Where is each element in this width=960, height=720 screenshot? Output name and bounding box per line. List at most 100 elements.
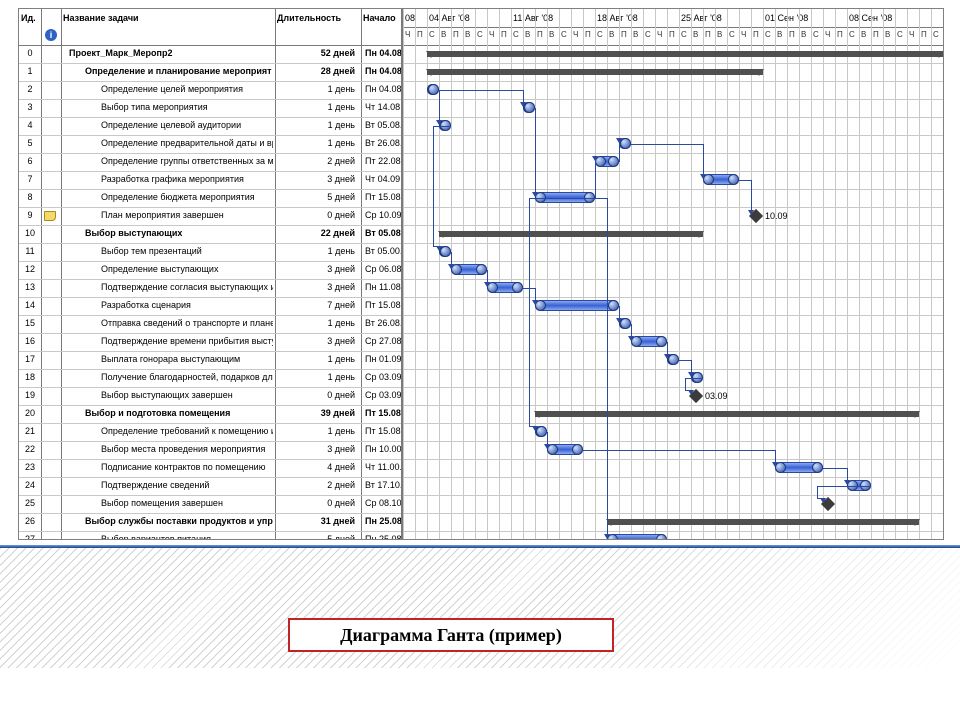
task-duration[interactable]: 1 день — [275, 372, 359, 382]
row-id[interactable]: 19 — [19, 390, 41, 400]
task-name[interactable]: Выбор службы поставки продуктов и управл… — [85, 516, 273, 526]
task-duration[interactable]: 4 дней — [275, 462, 359, 472]
task-duration[interactable]: 1 день — [275, 318, 359, 328]
task-bar[interactable] — [451, 264, 487, 275]
task-name[interactable]: Разработка графика мероприятия — [101, 174, 273, 184]
task-start[interactable]: Ср 08.10.08 — [361, 498, 401, 508]
task-duration[interactable]: 28 дней — [275, 66, 359, 76]
row-id[interactable]: 20 — [19, 408, 41, 418]
row-id[interactable]: 7 — [19, 174, 41, 184]
row-id[interactable]: 24 — [19, 480, 41, 490]
task-name[interactable]: Отправка сведений о транспорте и плане — [101, 318, 273, 328]
row-id[interactable]: 15 — [19, 318, 41, 328]
row-id[interactable]: 12 — [19, 264, 41, 274]
task-duration[interactable]: 1 день — [275, 102, 359, 112]
task-duration[interactable]: 5 дней — [275, 192, 359, 202]
task-duration[interactable]: 1 день — [275, 84, 359, 94]
summary-bar[interactable] — [427, 69, 763, 75]
task-name[interactable]: Определение и планирование мероприят — [85, 66, 273, 76]
task-start[interactable]: Вт 26.08.08 — [361, 318, 401, 328]
task-bar[interactable] — [775, 462, 823, 473]
task-duration[interactable]: 3 дней — [275, 264, 359, 274]
row-id[interactable]: 11 — [19, 246, 41, 256]
summary-bar[interactable] — [427, 51, 943, 57]
task-start[interactable]: Пн 10.00.00 — [361, 444, 401, 454]
row-id[interactable]: 21 — [19, 426, 41, 436]
task-bar[interactable] — [547, 444, 583, 455]
task-name[interactable]: Проект_Марк_Меропр2 — [69, 48, 273, 58]
task-name[interactable]: План мероприятия завершен — [101, 210, 273, 220]
row-id[interactable]: 13 — [19, 282, 41, 292]
task-start[interactable]: Вт 26.08.08 — [361, 138, 401, 148]
timeline-chart[interactable]: 0804 Авг '0811 Авг '0818 Авг '0825 Авг '… — [403, 9, 943, 539]
row-id[interactable]: 2 — [19, 84, 41, 94]
task-duration[interactable]: 1 день — [275, 246, 359, 256]
row-id[interactable]: 6 — [19, 156, 41, 166]
task-start[interactable]: Вт 05.08.08 — [361, 120, 401, 130]
task-duration[interactable]: 2 дней — [275, 480, 359, 490]
task-name[interactable]: Выбор помещения завершен — [101, 498, 273, 508]
task-name[interactable]: Получение благодарностей, подарков для в… — [101, 372, 273, 382]
col-header-id[interactable]: Ид. — [21, 13, 39, 23]
task-start[interactable]: Чт 04.09.08 — [361, 174, 401, 184]
task-duration[interactable]: 1 день — [275, 354, 359, 364]
task-name[interactable]: Определение целей мероприятия — [101, 84, 273, 94]
task-name[interactable]: Выбор места проведения мероприятия — [101, 444, 273, 454]
task-start[interactable]: Вт 17.10.08 — [361, 480, 401, 490]
row-id[interactable]: 9 — [19, 210, 41, 220]
task-name[interactable]: Определение группы ответственных за м — [101, 156, 273, 166]
task-start[interactable]: Пн 04.08.08 — [361, 66, 401, 76]
row-id[interactable]: 8 — [19, 192, 41, 202]
task-duration[interactable]: 52 дней — [275, 48, 359, 58]
row-id[interactable]: 25 — [19, 498, 41, 508]
task-start[interactable]: Пн 25.08.08 — [361, 516, 401, 526]
task-name[interactable]: Выплата гонорара выступающим — [101, 354, 273, 364]
task-name[interactable]: Выбор выступающих — [85, 228, 273, 238]
row-id[interactable]: 3 — [19, 102, 41, 112]
row-id[interactable]: 23 — [19, 462, 41, 472]
task-name[interactable]: Определение предварительной даты и време… — [101, 138, 273, 148]
task-name[interactable]: Подтверждение времени прибытия высту — [101, 336, 273, 346]
task-bar[interactable] — [427, 84, 439, 95]
task-bar[interactable] — [607, 534, 667, 539]
row-id[interactable]: 18 — [19, 372, 41, 382]
task-duration[interactable]: 3 дней — [275, 444, 359, 454]
task-start[interactable]: Вт 05.08.08 — [361, 228, 401, 238]
task-start[interactable]: Пн 04.08.08 — [361, 84, 401, 94]
task-name[interactable]: Подтверждение согласия выступающих и про… — [101, 282, 273, 292]
task-name[interactable]: Определение целевой аудитории — [101, 120, 273, 130]
task-start[interactable]: Ср 06.08.08 — [361, 264, 401, 274]
task-name[interactable]: Разработка сценария — [101, 300, 273, 310]
task-duration[interactable]: 1 день — [275, 120, 359, 130]
task-duration[interactable]: 3 дней — [275, 282, 359, 292]
task-duration[interactable]: 0 дней — [275, 498, 359, 508]
summary-bar[interactable] — [439, 231, 703, 237]
task-bar[interactable] — [631, 336, 667, 347]
row-id[interactable]: 10 — [19, 228, 41, 238]
task-name[interactable]: Выбор тем презентаций — [101, 246, 273, 256]
task-name[interactable]: Определение требований к помещению и с — [101, 426, 273, 436]
task-start[interactable]: Пн 25.08.08 — [361, 534, 401, 539]
col-header-name[interactable]: Название задачи — [63, 13, 273, 23]
task-start[interactable]: Пн 01.09.08 — [361, 354, 401, 364]
col-header-date[interactable]: Начало — [363, 13, 401, 23]
task-name[interactable]: Выбор и подготовка помещения — [85, 408, 273, 418]
task-start[interactable]: Пт 15.08.08 — [361, 300, 401, 310]
task-table[interactable]: Ид.Название задачиДлительностьНачалоi0Пр… — [19, 9, 403, 539]
task-duration[interactable]: 0 дней — [275, 210, 359, 220]
task-duration[interactable]: 22 дней — [275, 228, 359, 238]
task-start[interactable]: Пн 11.08.08 — [361, 282, 401, 292]
task-name[interactable]: Выбор типа мероприятия — [101, 102, 273, 112]
task-duration[interactable]: 5 дней — [275, 534, 359, 539]
task-start[interactable]: Пн 04.08.08 — [361, 48, 401, 58]
task-start[interactable]: Чт 14.08.08 — [361, 102, 401, 112]
task-start[interactable]: Пт 15.08.08 — [361, 192, 401, 202]
row-id[interactable]: 27 — [19, 534, 41, 539]
task-duration[interactable]: 3 дней — [275, 336, 359, 346]
row-id[interactable]: 4 — [19, 120, 41, 130]
task-start[interactable]: Ср 03.09.08 — [361, 390, 401, 400]
task-start[interactable]: Ср 10.09.08 — [361, 210, 401, 220]
task-name[interactable]: Определение выступающих — [101, 264, 273, 274]
task-bar[interactable] — [703, 174, 739, 185]
summary-bar[interactable] — [535, 411, 919, 417]
